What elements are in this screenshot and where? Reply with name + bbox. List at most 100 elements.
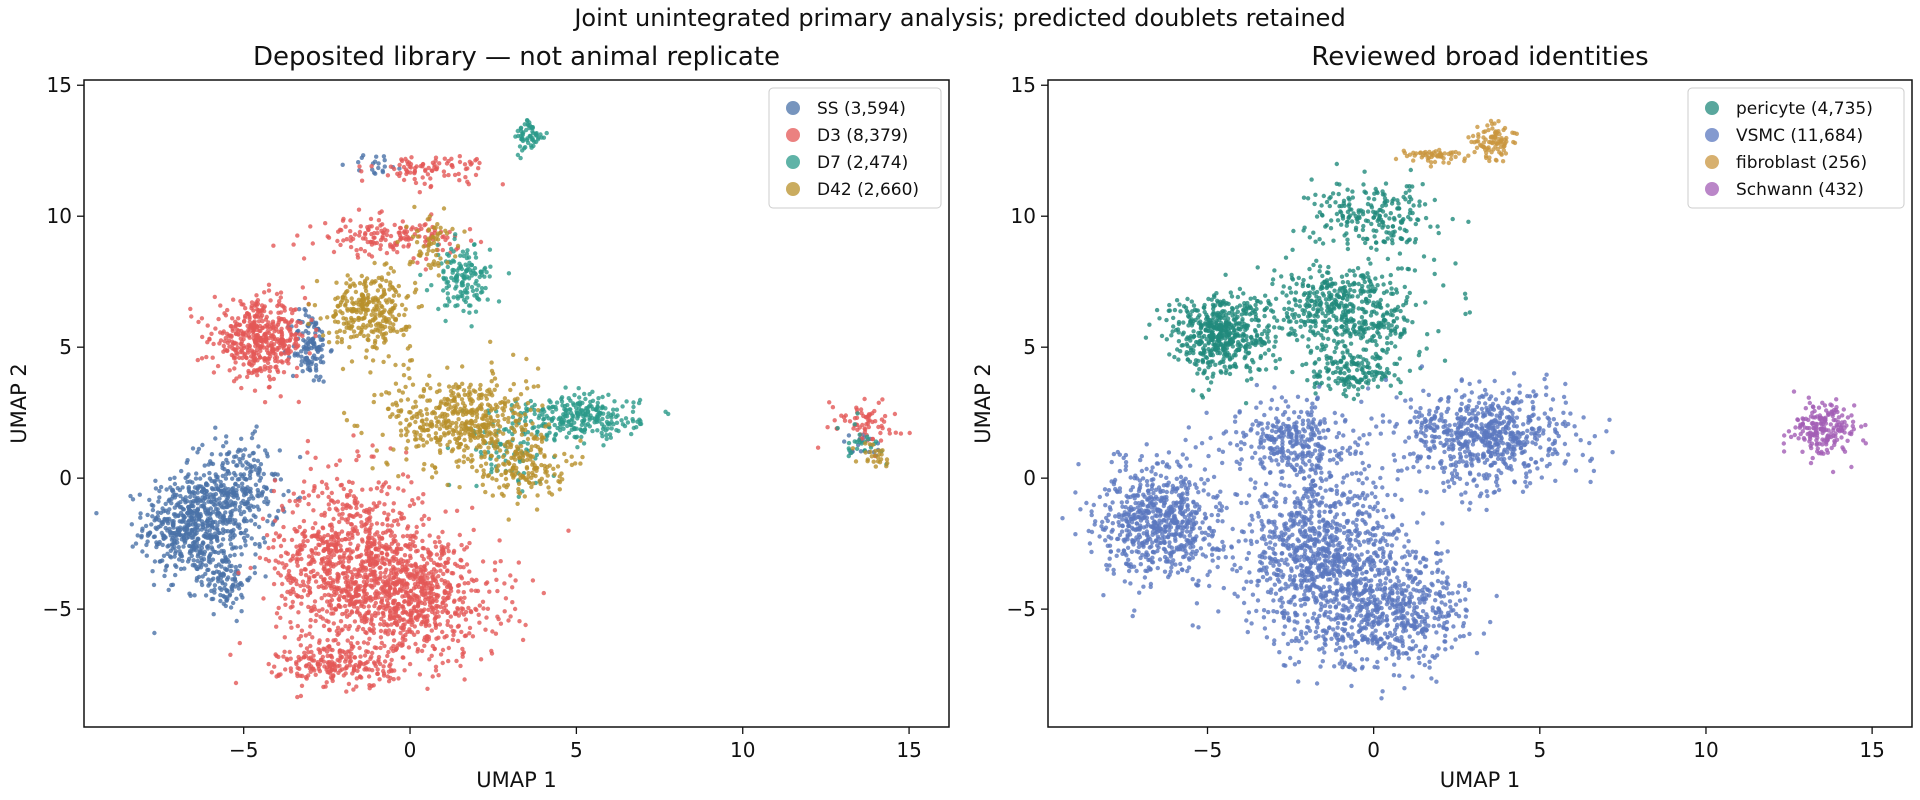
data-point [260, 516, 266, 521]
data-point [429, 551, 434, 557]
data-point [396, 486, 401, 491]
data-point [428, 557, 434, 562]
data-point [315, 571, 320, 576]
data-point [306, 650, 311, 655]
data-point [480, 559, 486, 564]
data-point [285, 325, 290, 330]
data-point [866, 418, 871, 423]
data-point [187, 591, 192, 596]
data-point [443, 318, 448, 324]
data-point [359, 563, 365, 569]
data-point [271, 488, 277, 494]
data-point [387, 561, 392, 567]
data-point [315, 660, 321, 665]
data-point [261, 471, 266, 477]
data-point [852, 416, 858, 421]
data-point [414, 570, 420, 575]
data-point [434, 423, 439, 429]
data-point [274, 611, 280, 616]
data-point [480, 599, 486, 604]
data-point [253, 552, 258, 557]
data-point [267, 368, 272, 374]
data-point [880, 426, 885, 431]
data-point [614, 407, 620, 412]
data-point [316, 608, 322, 613]
data-point [241, 489, 246, 494]
data-point [220, 465, 225, 471]
data-point [221, 329, 226, 334]
data-point [401, 164, 407, 170]
data-point [461, 650, 466, 655]
data-point [218, 592, 223, 598]
data-point [426, 433, 431, 438]
data-point [323, 585, 328, 590]
data-point [268, 310, 273, 315]
data-point [873, 419, 878, 424]
data-point [458, 564, 463, 570]
data-point [169, 582, 174, 588]
data-point [158, 484, 164, 490]
data-point [510, 585, 515, 590]
data-point [630, 409, 636, 414]
data-point [295, 594, 300, 599]
data-point [347, 602, 352, 608]
data-point [390, 508, 396, 513]
data-point [455, 606, 460, 611]
data-point [254, 293, 259, 298]
data-point [609, 426, 614, 431]
data-point [228, 553, 233, 558]
data-point [832, 418, 837, 423]
data-point [454, 284, 459, 289]
data-point [398, 170, 403, 176]
data-point [437, 388, 442, 393]
data-point [616, 428, 621, 434]
data-point [388, 244, 393, 249]
data-point [362, 249, 368, 254]
data-point [317, 334, 322, 339]
data-point [312, 599, 318, 604]
data-point [274, 364, 279, 369]
data-point [245, 374, 250, 380]
data-point [384, 567, 389, 572]
data-point [296, 658, 302, 663]
data-point [349, 643, 355, 649]
data-point [402, 599, 407, 604]
data-point [188, 306, 193, 312]
data-point [299, 556, 304, 562]
data-point [156, 499, 161, 504]
data-point [495, 413, 500, 419]
data-point [395, 250, 400, 255]
data-point [295, 549, 301, 554]
data-point [842, 418, 848, 423]
data-point [364, 517, 370, 522]
data-point [311, 568, 316, 573]
data-point [295, 503, 300, 508]
data-point [371, 501, 376, 506]
data-point [203, 593, 209, 598]
data-point [415, 647, 421, 652]
data-point [299, 568, 304, 573]
data-point [404, 450, 409, 455]
data-point [297, 543, 303, 548]
data-point [448, 614, 453, 619]
data-point [306, 493, 312, 498]
data-point [390, 284, 395, 290]
data-point [419, 648, 425, 654]
data-point [393, 618, 398, 624]
data-point [231, 470, 237, 476]
data-point [572, 420, 577, 425]
data-point [441, 270, 446, 275]
data-point [303, 339, 308, 344]
data-point [856, 438, 862, 443]
data-point [332, 319, 338, 324]
data-point [196, 446, 202, 452]
data-point [206, 462, 211, 467]
data-point [498, 441, 503, 447]
data-point [341, 594, 347, 600]
data-point [428, 386, 433, 391]
data-point [335, 499, 341, 504]
data-point [502, 581, 507, 586]
data-point [238, 299, 243, 304]
data-point [200, 523, 206, 528]
data-point [333, 296, 338, 302]
